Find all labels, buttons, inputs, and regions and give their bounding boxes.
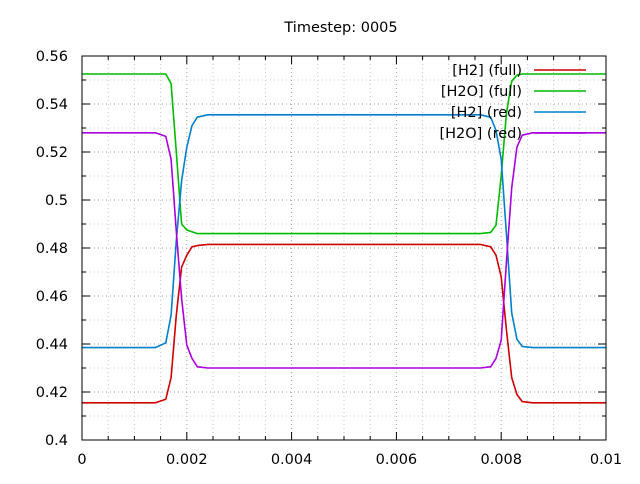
y-tick-label: 0.56: [36, 49, 68, 65]
series-line-1: [82, 243, 606, 404]
series-lines: [82, 73, 606, 404]
legend-label-2: [H2O] (full): [441, 84, 522, 100]
x-tick-label: 0.002: [166, 452, 208, 468]
legend-label-3: [H2] (red): [451, 105, 522, 121]
series-line-2: [82, 73, 606, 235]
legend: [H2] (full) [H2O] (full) [H2] (red) [H2O] (…: [439, 63, 586, 142]
x-tick-label: 0.008: [480, 452, 522, 468]
series-line-3: [82, 114, 606, 349]
x-tick-label: 0.004: [271, 452, 313, 468]
x-tick-label: 0: [77, 452, 86, 468]
y-tick-label: 0.4: [45, 433, 68, 449]
series-line-4: [82, 132, 606, 369]
legend-label-1: [H2] (full): [452, 63, 522, 79]
y-tick-label: 0.48: [36, 241, 68, 257]
y-tick-label: 0.46: [36, 289, 68, 305]
y-tick-label: 0.52: [36, 145, 68, 161]
y-tick-label: 0.5: [45, 193, 68, 209]
x-tick-label: 0.006: [376, 452, 418, 468]
legend-label-4: [H2O] (red): [439, 126, 522, 142]
y-tick-label: 0.44: [36, 337, 68, 353]
axis-ticks: 0 0.002 0.004 0.006 0.008 0.01 0.4 0.42 0.44 0.46…: [36, 49, 622, 468]
x-tick-label: 0.01: [590, 452, 622, 468]
y-tick-label: 0.42: [36, 385, 68, 401]
y-tick-label: 0.54: [36, 97, 68, 113]
grid: [82, 56, 606, 440]
chart-title: Timestep: 0005: [283, 20, 397, 36]
